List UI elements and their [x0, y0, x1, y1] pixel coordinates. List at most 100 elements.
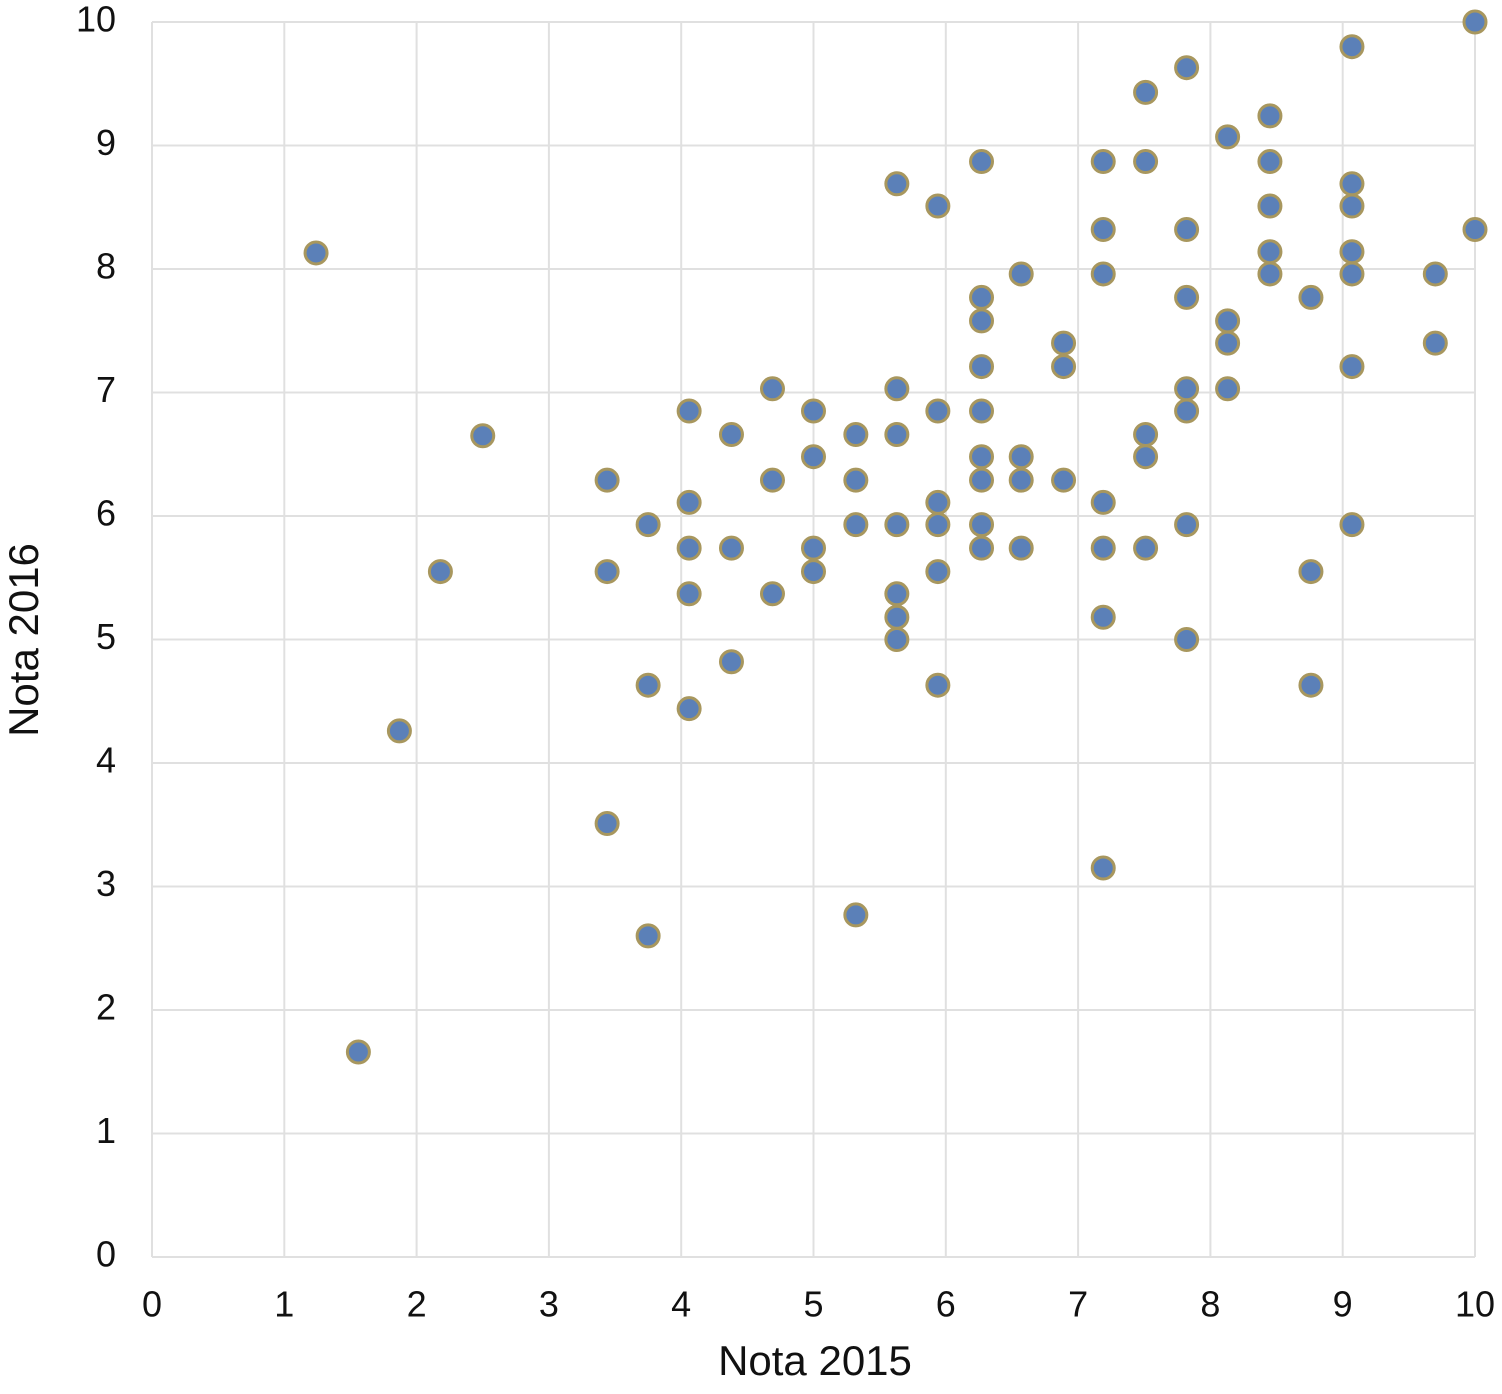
y-tick-label: 3: [96, 863, 116, 904]
point: [843, 421, 869, 447]
point: [843, 467, 869, 493]
point: [718, 535, 744, 561]
point: [1462, 9, 1488, 35]
point: [843, 902, 869, 928]
point: [1339, 193, 1365, 219]
point: [718, 649, 744, 675]
point: [1339, 239, 1365, 265]
point: [969, 284, 995, 310]
point: [884, 581, 910, 607]
point: [1174, 512, 1200, 538]
point: [1051, 467, 1077, 493]
point: [635, 923, 661, 949]
point: [801, 398, 826, 424]
point: [969, 444, 995, 470]
x-tick-label: 8: [1200, 1284, 1220, 1325]
point: [676, 696, 702, 722]
point: [386, 718, 412, 744]
point: [925, 398, 951, 424]
point: [801, 535, 826, 561]
point: [1090, 261, 1116, 287]
point: [1339, 512, 1365, 538]
point: [1008, 467, 1034, 493]
point: [969, 149, 995, 175]
point: [969, 467, 995, 493]
x-axis-label: Nota 2015: [718, 1337, 912, 1384]
point: [1422, 330, 1448, 356]
point: [345, 1039, 371, 1065]
point: [594, 559, 620, 585]
point: [1008, 535, 1034, 561]
point: [1174, 55, 1200, 81]
point: [1133, 535, 1159, 561]
x-tick-label: 4: [671, 1284, 691, 1325]
point: [925, 559, 951, 585]
point: [1008, 261, 1034, 287]
x-tick-label: 2: [407, 1284, 427, 1325]
point: [1174, 627, 1200, 652]
point: [1257, 103, 1283, 129]
point: [1215, 308, 1241, 334]
point: [759, 376, 785, 402]
x-tick-label: 10: [1455, 1284, 1495, 1325]
point: [884, 627, 910, 652]
point: [925, 193, 951, 219]
y-tick-label: 2: [96, 987, 116, 1028]
point: [676, 489, 702, 515]
point: [303, 240, 329, 266]
x-tick-label: 9: [1333, 1284, 1353, 1325]
y-tick-label: 10: [76, 0, 116, 40]
y-tick-label: 7: [96, 369, 116, 410]
point: [427, 559, 453, 585]
point: [1215, 330, 1241, 356]
point: [1257, 193, 1283, 219]
x-tick-label: 0: [142, 1284, 162, 1325]
point: [1008, 444, 1034, 470]
point: [594, 467, 620, 493]
point: [1090, 535, 1116, 561]
point: [1257, 261, 1283, 287]
point: [1257, 149, 1283, 175]
point: [884, 171, 910, 197]
point: [1339, 171, 1365, 197]
point: [1339, 34, 1365, 60]
point: [1215, 376, 1241, 402]
point: [1339, 261, 1365, 287]
y-tick-label: 5: [96, 616, 116, 657]
point: [801, 559, 826, 585]
point: [1339, 354, 1365, 380]
point: [470, 423, 496, 449]
point: [1133, 79, 1159, 105]
point: [1133, 149, 1159, 175]
point: [969, 398, 995, 424]
point: [1051, 330, 1077, 356]
point: [969, 354, 995, 380]
y-tick-label: 0: [96, 1234, 116, 1275]
point: [1298, 672, 1324, 698]
y-tick-label: 4: [96, 740, 116, 781]
point: [1215, 124, 1241, 150]
point: [635, 512, 661, 538]
y-tick-label: 8: [96, 246, 116, 287]
point: [1090, 855, 1116, 881]
point: [1462, 216, 1488, 242]
point: [1174, 284, 1200, 310]
x-tick-label: 3: [539, 1284, 559, 1325]
point: [1174, 376, 1200, 402]
point: [1174, 398, 1200, 424]
point: [969, 308, 995, 334]
y-tick-label: 9: [96, 122, 116, 163]
point: [1090, 216, 1116, 242]
point: [1257, 239, 1283, 265]
point: [676, 581, 702, 607]
point: [1298, 559, 1324, 585]
x-tick-label: 7: [1068, 1284, 1088, 1325]
point: [1090, 489, 1116, 515]
point: [925, 512, 951, 538]
point: [925, 489, 951, 515]
point: [1133, 444, 1159, 470]
point: [884, 604, 910, 630]
point: [594, 811, 620, 837]
point: [969, 535, 995, 561]
